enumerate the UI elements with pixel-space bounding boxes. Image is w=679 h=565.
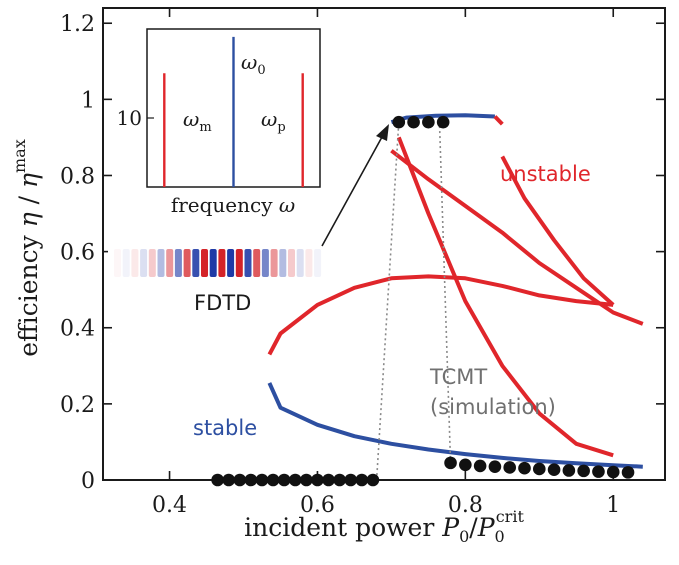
- fdtd-point: [621, 466, 635, 479]
- x-tick-label: 1: [606, 493, 620, 518]
- arrow: [321, 124, 389, 247]
- fdtd-point: [233, 473, 247, 487]
- unstable-curve: [390, 149, 644, 326]
- stable-label: stable: [193, 416, 257, 440]
- unstable-label: unstable: [500, 162, 591, 186]
- fdtd-point: [532, 462, 546, 476]
- y-tick-label: 0: [81, 469, 95, 494]
- tcmt-label: TCMT: [429, 365, 487, 389]
- tcmt-connector-lines: [375, 122, 452, 481]
- fdtd-point: [444, 456, 457, 470]
- fdtd-point: [211, 473, 224, 487]
- fdtd-point: [266, 473, 280, 487]
- fdtd-point: [288, 473, 302, 487]
- fdtd-point: [300, 473, 313, 487]
- y-tick-label: 0.8: [60, 164, 95, 189]
- fdtd-point: [488, 460, 502, 473]
- fdtd-point: [311, 473, 324, 487]
- x-tick-label: 0.8: [448, 493, 483, 518]
- fdtd-point: [473, 459, 487, 473]
- tcmt-simulation-label: (simulation): [430, 395, 556, 419]
- stable-curve: [267, 382, 643, 469]
- inset-label-omega-p: ωp: [261, 107, 286, 135]
- inset-label-omega-0: ω0: [241, 50, 266, 78]
- unstable-curve: [267, 274, 614, 356]
- inset-x-axis-title: frequency ω: [171, 193, 295, 217]
- y-axis-ticks: 0 0.2 0.4 0.6 0.8 1 1.2: [60, 12, 665, 494]
- fdtd-label: FDTD: [194, 291, 251, 315]
- fdtd-point: [606, 465, 620, 479]
- tcmt-connector: [438, 122, 452, 463]
- fdtd-point: [355, 473, 369, 487]
- fdtd-point: [255, 473, 269, 487]
- fdtd-point: [422, 115, 435, 129]
- fdtd-point: [436, 115, 450, 129]
- fdtd-point: [592, 465, 605, 478]
- fdtd-point: [577, 464, 590, 478]
- fdtd-point: [244, 473, 258, 487]
- y-tick-label: 0.6: [60, 241, 95, 266]
- unstable-curve: [493, 115, 504, 126]
- fdtd-point: [459, 458, 472, 472]
- fdtd-point: [503, 461, 517, 474]
- x-axis-title: incident power P0/P0crit: [244, 507, 524, 546]
- fdtd-point: [562, 464, 576, 477]
- x-tick-label: 0.4: [152, 493, 187, 518]
- y-tick-label: 0.4: [60, 317, 95, 342]
- fdtd-field-image: [108, 241, 326, 285]
- inset-label-omega-m: ωm: [183, 107, 212, 135]
- fdtd-point: [222, 473, 236, 487]
- y-tick-label: 0.2: [60, 393, 95, 418]
- fdtd-points: [211, 115, 635, 487]
- fdtd-point: [366, 473, 380, 487]
- fdtd-point: [518, 461, 531, 475]
- inset-peaks: [163, 36, 304, 187]
- tcmt-connector: [375, 122, 400, 481]
- fdtd-point: [392, 115, 406, 129]
- fdtd-point: [277, 473, 291, 487]
- plot-frame: [102, 7, 666, 481]
- unstable-curve: [396, 136, 614, 458]
- inset-ytick-label-10: 10: [117, 106, 142, 130]
- inset-spectrum: 10 ωm ω0 ωp frequency ω: [117, 28, 321, 217]
- fdtd-point: [407, 115, 420, 129]
- series-layer: [267, 113, 644, 469]
- y-tick-label: 1.2: [60, 12, 95, 37]
- y-axis-title: efficiency η / ηmax: [10, 139, 43, 357]
- fdtd-point: [322, 473, 335, 487]
- x-tick-label: 0.6: [300, 493, 335, 518]
- y-tick-label: 1: [81, 88, 95, 113]
- fdtd-point: [333, 473, 346, 487]
- fdtd-point: [344, 473, 358, 487]
- fdtd-point: [547, 463, 561, 477]
- unstable-curve: [500, 155, 615, 307]
